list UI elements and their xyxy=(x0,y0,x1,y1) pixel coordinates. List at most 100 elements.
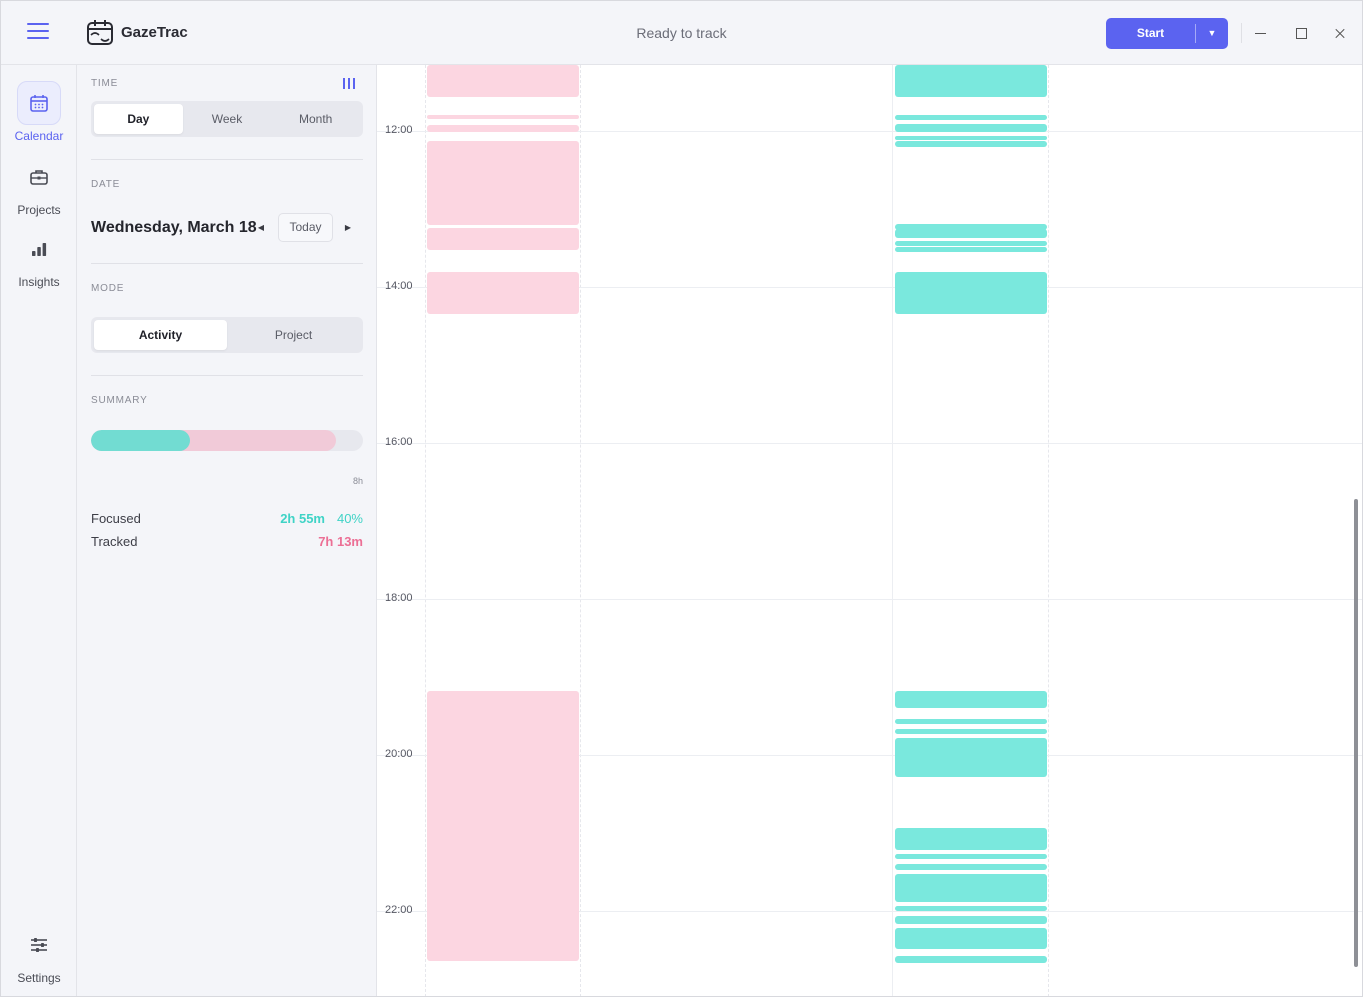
focused-activity-block[interactable] xyxy=(895,906,1047,911)
tab-month[interactable]: Month xyxy=(299,112,333,126)
calendar-day-view[interactable]: 12:00 14:00 16:00 18:00 20:00 22:00 xyxy=(377,65,1362,996)
nav-icon-container xyxy=(17,155,61,199)
start-button-separator xyxy=(1195,24,1196,43)
focused-activity-block[interactable] xyxy=(895,136,1047,140)
focused-activity-block[interactable] xyxy=(895,828,1047,850)
tracked-activity-block[interactable] xyxy=(427,65,579,97)
focused-progress-fill xyxy=(91,430,190,451)
nav-label-calendar: Calendar xyxy=(14,129,64,143)
hour-gridline xyxy=(377,599,1362,600)
focused-activity-block[interactable] xyxy=(895,124,1047,132)
focused-activity-block[interactable] xyxy=(895,729,1047,734)
briefcase-icon xyxy=(30,170,48,185)
focused-activity-block[interactable] xyxy=(895,691,1047,708)
hour-gridline xyxy=(377,911,1362,912)
focused-activity-block[interactable] xyxy=(895,224,1047,230)
hour-label: 16:00 xyxy=(385,436,413,448)
focused-activity-block[interactable] xyxy=(895,115,1047,120)
nav-item-projects[interactable]: Projects xyxy=(1,155,77,217)
column-guide xyxy=(1048,65,1049,996)
nav-label-insights: Insights xyxy=(18,275,60,289)
tracked-activity-block[interactable] xyxy=(427,125,579,132)
nav-icon-container xyxy=(17,227,61,271)
start-button[interactable]: Start xyxy=(1136,26,1165,40)
nav-item-settings[interactable]: Settings xyxy=(1,923,77,985)
tracked-activity-block[interactable] xyxy=(427,115,579,119)
nav-label-projects: Projects xyxy=(17,203,61,217)
tracked-value: 7h 13m xyxy=(318,534,363,549)
nav-icon-container xyxy=(17,81,61,125)
tab-day[interactable]: Day xyxy=(94,104,183,134)
minimize-icon[interactable] xyxy=(1249,21,1273,45)
hour-label: 14:00 xyxy=(385,280,413,292)
hour-label: 22:00 xyxy=(385,904,413,916)
focused-activity-block[interactable] xyxy=(895,229,1047,238)
today-button[interactable]: Today xyxy=(278,213,333,242)
column-guide xyxy=(580,65,581,996)
start-dropdown-button[interactable]: ▼ xyxy=(1207,28,1217,38)
tracked-label: Tracked xyxy=(91,534,138,549)
calendar-icon xyxy=(30,95,48,112)
focused-activity-block[interactable] xyxy=(895,854,1047,859)
nav-icon-container xyxy=(17,923,61,967)
focused-activity-block[interactable] xyxy=(895,65,1047,97)
focused-activity-block[interactable] xyxy=(895,956,1047,963)
hour-gridline xyxy=(377,131,1362,132)
tracked-activity-block[interactable] xyxy=(427,141,579,225)
nav-item-insights[interactable]: Insights xyxy=(1,227,77,289)
focused-activity-block[interactable] xyxy=(895,874,1047,902)
sliders-icon xyxy=(31,938,47,952)
column-guide xyxy=(892,65,893,996)
nav-label-settings: Settings xyxy=(17,971,61,985)
hour-label: 12:00 xyxy=(385,124,413,136)
prev-day-arrow-icon[interactable]: ◀ xyxy=(257,223,265,232)
section-divider xyxy=(91,375,363,376)
app-logo-icon xyxy=(87,20,113,45)
focused-activity-block[interactable] xyxy=(895,241,1047,246)
tracked-activity-block[interactable] xyxy=(427,228,579,250)
summary-section-label: SUMMARY xyxy=(91,395,148,406)
focused-activity-block[interactable] xyxy=(895,864,1047,870)
calendar-scrollbar[interactable] xyxy=(1354,499,1358,967)
focused-activity-block[interactable] xyxy=(895,738,1047,777)
title-bar: GazeTrac Ready to track Start ▼ xyxy=(1,1,1362,65)
time-range-selector: Day Week Month xyxy=(91,101,363,137)
focused-activity-block[interactable] xyxy=(895,272,1047,314)
start-split-button: Start ▼ xyxy=(1106,18,1228,49)
nav-rail: Calendar Projects Insights xyxy=(1,65,77,996)
focused-activity-block[interactable] xyxy=(895,719,1047,724)
progress-max-label: 8h xyxy=(352,476,363,486)
app-name: GazeTrac xyxy=(121,24,188,41)
focused-activity-block[interactable] xyxy=(895,141,1047,147)
mode-section-label: MODE xyxy=(91,283,125,294)
tab-project[interactable]: Project xyxy=(274,328,313,342)
next-day-arrow-icon[interactable]: ▶ xyxy=(344,223,352,232)
nav-item-calendar[interactable]: Calendar xyxy=(1,81,77,143)
tracked-stat-row: Tracked 7h 13m xyxy=(91,534,363,552)
focused-activity-block[interactable] xyxy=(895,247,1047,252)
titlebar-divider xyxy=(1241,23,1242,43)
section-divider xyxy=(91,263,363,264)
focused-stat-row: Focused 2h 55m 40% xyxy=(91,511,363,529)
focused-label: Focused xyxy=(91,511,141,526)
hour-label: 18:00 xyxy=(385,592,413,604)
section-divider xyxy=(91,159,363,160)
tracked-activity-block[interactable] xyxy=(427,272,579,314)
hour-label: 20:00 xyxy=(385,748,413,760)
focused-value: 2h 55m xyxy=(280,511,325,526)
tab-activity[interactable]: Activity xyxy=(94,320,227,350)
close-icon[interactable] xyxy=(1328,21,1352,45)
focused-activity-block[interactable] xyxy=(895,928,1047,949)
column-guide xyxy=(425,65,426,996)
current-date: Wednesday, March 18 xyxy=(91,219,257,236)
date-section-label: DATE xyxy=(91,179,121,190)
hour-gridline xyxy=(377,443,1362,444)
menu-icon[interactable] xyxy=(27,23,49,43)
tracked-activity-block[interactable] xyxy=(427,691,579,961)
focused-activity-block[interactable] xyxy=(895,916,1047,924)
maximize-icon[interactable] xyxy=(1289,21,1313,45)
columns-icon[interactable] xyxy=(343,78,355,89)
time-section-label: TIME xyxy=(91,78,119,89)
tab-week[interactable]: Week xyxy=(211,112,243,126)
bar-chart-icon xyxy=(32,243,47,256)
